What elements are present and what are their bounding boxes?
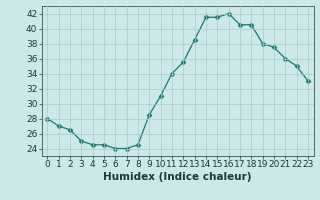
X-axis label: Humidex (Indice chaleur): Humidex (Indice chaleur) xyxy=(103,172,252,182)
